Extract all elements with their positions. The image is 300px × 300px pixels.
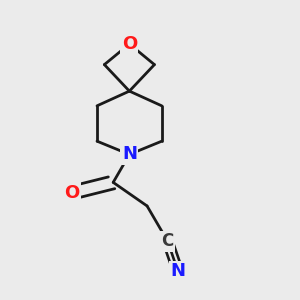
Text: C: C [161,232,174,250]
Text: N: N [122,146,137,164]
Text: O: O [122,35,137,53]
Text: N: N [170,262,185,280]
Text: O: O [64,184,80,202]
